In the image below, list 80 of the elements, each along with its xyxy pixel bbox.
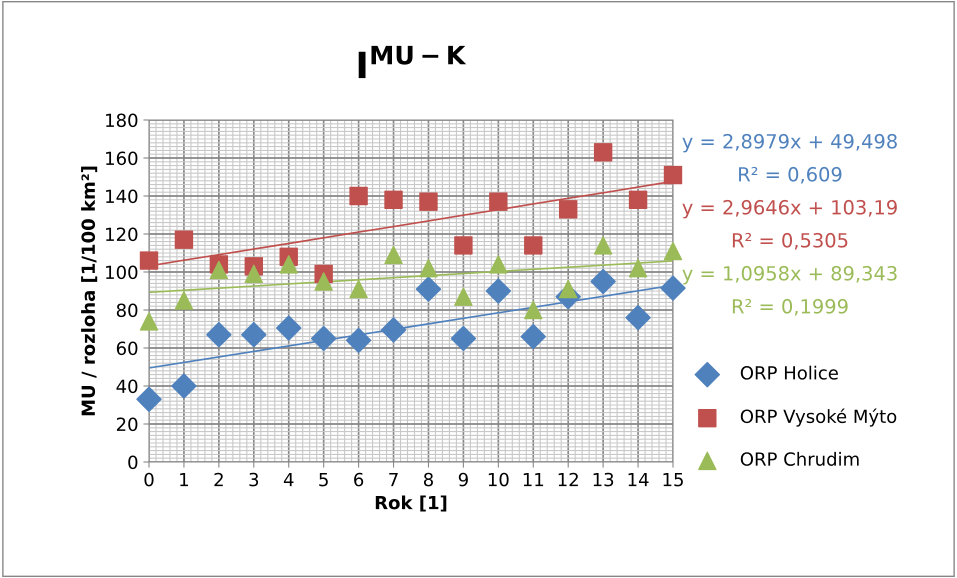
x-tick-label: 3 [249,472,258,486]
x-axis-title: Rok [1] [376,495,446,512]
point [450,326,476,352]
point [136,386,162,412]
y-tick-label: 40 [116,379,138,394]
y-tick-label: 0 [128,455,138,470]
point [664,242,682,260]
x-tick-label: 11 [524,472,544,486]
point [349,280,368,298]
text: R² = 0,609 [739,166,842,184]
point [520,324,546,350]
legend-label: ORP Holice [740,366,838,380]
text: y = 2,8979x + 49,498 [682,134,897,152]
point [559,200,578,218]
point [454,236,473,255]
y-tick-label: 160 [106,151,138,166]
text: y = 2,9646x + 103,19 [682,200,897,218]
x-tick-label: 1 [180,472,188,486]
point [241,322,267,348]
text: R² = 0,5305 [732,232,848,250]
point [206,322,232,348]
x-tick-label: 9 [458,472,468,486]
point [594,236,612,255]
chart-title: I$^{MU−K}$ [358,46,466,78]
point [174,291,194,310]
point [416,276,442,302]
point [380,317,406,343]
x-tick-label: 4 [284,472,294,486]
point [346,328,372,354]
point [419,259,438,278]
point [628,190,648,209]
x-tick-label: 2 [214,472,223,486]
point [349,186,368,206]
y-axis-title: MU / rozloha [1/100 km²] [81,166,98,416]
point [628,259,648,278]
x-tick-label: 14 [628,472,649,486]
text: y = 1,0958x + 89,343 [682,266,897,284]
point [486,278,512,304]
y-tick-label: 20 [116,417,138,432]
point [171,373,197,399]
point [310,326,336,352]
text: R² = 0,1999 [732,298,848,316]
legend-label: ORP Vysoké Mýto [740,408,896,427]
point [174,230,194,249]
y-tick-label: 100 [106,265,138,280]
point [489,192,508,211]
point [594,143,612,162]
x-tick-label: 0 [144,472,154,486]
point [384,246,403,264]
point [419,192,438,211]
y-tick-label: 120 [106,227,138,242]
point [210,260,228,280]
x-tick-label: 12 [558,472,578,486]
point [524,300,542,320]
point [559,280,578,298]
y-tick-label: 60 [116,341,138,356]
point [489,255,508,274]
point [625,304,651,330]
y-tick-label: 180 [106,113,138,128]
y-tick-label: 140 [106,189,138,204]
point [276,315,302,341]
point [454,288,473,306]
x-tick-label: 5 [319,472,328,486]
x-tick-label: 6 [354,472,364,486]
point [590,268,616,294]
point [244,264,263,284]
point [140,312,158,331]
point [140,251,158,270]
y-tick-label: 80 [116,303,138,318]
x-tick-label: 15 [663,472,683,486]
point [280,255,298,274]
point [314,272,333,291]
x-tick-label: 7 [389,472,398,486]
x-tick-label: 13 [594,472,614,486]
x-tick-label: 10 [488,472,509,486]
point [664,166,682,184]
point [524,236,542,255]
x-tick-label: 8 [424,472,433,486]
legend-label: ORP Chrudim [740,452,859,466]
point [384,190,403,209]
